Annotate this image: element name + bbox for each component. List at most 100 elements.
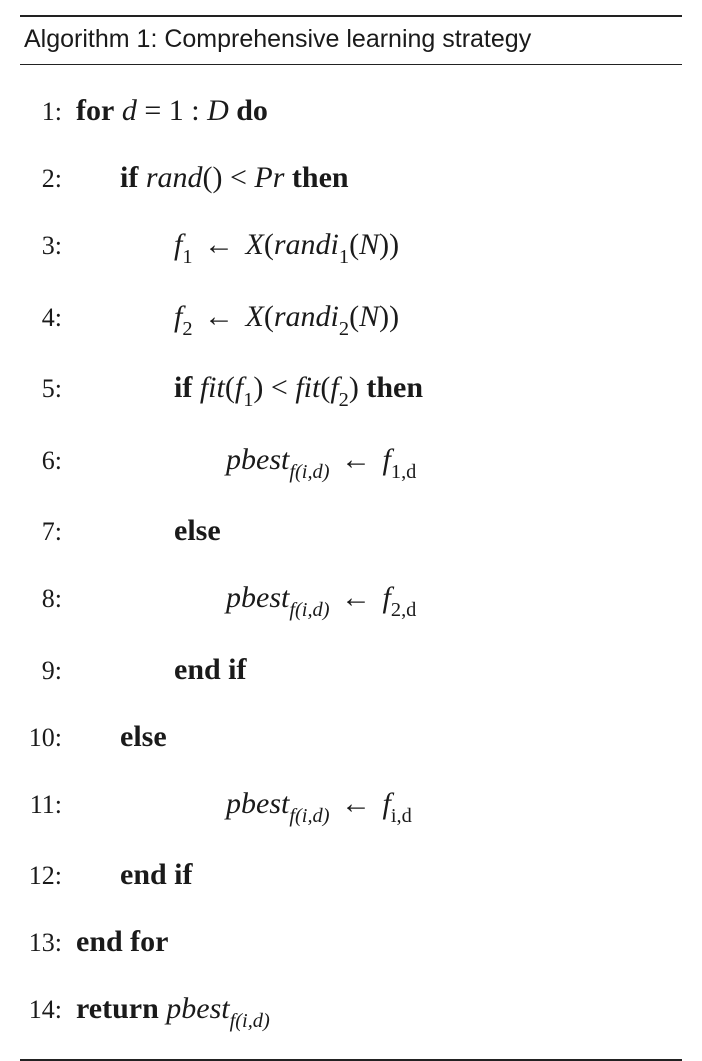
line-number: 3: <box>20 229 76 263</box>
assign-arrow: ← <box>193 228 246 261</box>
text: ( <box>320 371 330 404</box>
assign-arrow: ← <box>330 443 383 476</box>
algorithm-block: Algorithm 1: Comprehensive learning stra… <box>20 15 682 1061</box>
subscript: 2,d <box>391 599 417 621</box>
text: ( <box>264 228 274 261</box>
fn-rand: rand <box>146 161 203 194</box>
kw-then: then <box>366 371 423 404</box>
var-D: D <box>207 94 229 127</box>
subscript: 1 <box>243 389 253 411</box>
line-content: else <box>76 511 682 550</box>
text: )) <box>379 300 399 333</box>
var-X: X <box>246 300 264 333</box>
var-pbest: pbest <box>226 787 289 820</box>
line-content: end for <box>76 922 682 961</box>
assign-arrow: ← <box>193 300 246 333</box>
algo-line: 8: pbestf(i,d) ← f2,d <box>20 564 682 636</box>
line-number: 10: <box>20 721 76 755</box>
line-content: f2 ← X(randi2(N)) <box>76 297 682 341</box>
kw-return: return <box>76 992 159 1025</box>
assign-arrow: ← <box>330 581 383 614</box>
line-number: 11: <box>20 788 76 822</box>
subscript: f(i,d) <box>289 461 329 483</box>
var-f: f <box>383 581 391 614</box>
line-content: end if <box>76 650 682 689</box>
subscript: 2 <box>182 318 192 340</box>
var-f: f <box>383 787 391 820</box>
subscript: 2 <box>339 318 349 340</box>
var-N: N <box>359 300 379 333</box>
line-number: 2: <box>20 162 76 196</box>
line-number: 1: <box>20 95 76 129</box>
text: ) <box>253 371 263 404</box>
subscript: 2 <box>339 389 349 411</box>
kw-do: do <box>236 94 268 127</box>
text: ( <box>264 300 274 333</box>
algo-line: 4: f2 ← X(randi2(N)) <box>20 283 682 355</box>
var-d: d <box>122 94 137 127</box>
line-content: pbestf(i,d) ← fi,d <box>76 784 682 828</box>
line-number: 4: <box>20 301 76 335</box>
line-content: end if <box>76 855 682 894</box>
algo-line: 10: else <box>20 703 682 770</box>
kw-else: else <box>174 514 221 547</box>
var-pbest: pbest <box>226 443 289 476</box>
algorithm-body: 1: for d = 1 : D do 2: if rand() < Pr th… <box>20 65 682 1061</box>
line-content: pbestf(i,d) ← f2,d <box>76 578 682 622</box>
line-content: if fit(f1) < fit(f2) then <box>76 368 682 412</box>
text: = 1 : <box>137 94 207 127</box>
algo-line: 13: end for <box>20 908 682 975</box>
algo-line: 7: else <box>20 497 682 564</box>
kw-endfor: end for <box>76 925 169 958</box>
kw-endif: end if <box>174 653 247 686</box>
line-number: 5: <box>20 372 76 406</box>
line-content: if rand() < Pr then <box>76 158 682 197</box>
var-f: f <box>235 371 243 404</box>
line-content: for d = 1 : D do <box>76 91 682 130</box>
text: ( <box>225 371 235 404</box>
algorithm-title: Algorithm 1: Comprehensive learning stra… <box>20 15 682 65</box>
algo-line: 2: if rand() < Pr then <box>20 144 682 211</box>
line-number: 13: <box>20 926 76 960</box>
text: ) <box>349 371 359 404</box>
subscript: 1,d <box>391 461 417 483</box>
line-content: pbestf(i,d) ← f1,d <box>76 440 682 484</box>
fn-fit: fit <box>295 371 320 404</box>
kw-else: else <box>120 720 167 753</box>
line-number: 8: <box>20 582 76 616</box>
var-f: f <box>330 371 338 404</box>
fn-randi: randi <box>274 300 339 333</box>
algo-line: 14: return pbestf(i,d) <box>20 975 682 1047</box>
algo-line: 1: for d = 1 : D do <box>20 77 682 144</box>
text: )) <box>379 228 399 261</box>
kw-endif: end if <box>120 858 193 891</box>
algo-line: 9: end if <box>20 636 682 703</box>
line-number: 14: <box>20 993 76 1027</box>
var-Pr: Pr <box>254 161 284 194</box>
line-content: f1 ← X(randi1(N)) <box>76 225 682 269</box>
var-pbest: pbest <box>226 581 289 614</box>
fn-randi: randi <box>274 228 339 261</box>
algo-line: 3: f1 ← X(randi1(N)) <box>20 211 682 283</box>
fn-fit: fit <box>200 371 225 404</box>
kw-for: for <box>76 94 114 127</box>
var-N: N <box>359 228 379 261</box>
text: ( <box>349 300 359 333</box>
line-number: 7: <box>20 515 76 549</box>
line-content: else <box>76 717 682 756</box>
op-lt: < <box>263 371 295 404</box>
line-number: 12: <box>20 859 76 893</box>
line-number: 9: <box>20 654 76 688</box>
var-pbest: pbest <box>166 992 229 1025</box>
subscript: 1 <box>182 246 192 268</box>
kw-then: then <box>292 161 349 194</box>
algo-line: 11: pbestf(i,d) ← fi,d <box>20 770 682 842</box>
subscript: i,d <box>391 805 412 827</box>
subscript: f(i,d) <box>289 805 329 827</box>
op-lt: < <box>223 161 255 194</box>
var-f: f <box>383 443 391 476</box>
line-content: return pbestf(i,d) <box>76 989 682 1033</box>
subscript: f(i,d) <box>230 1010 270 1032</box>
text: () <box>203 161 223 194</box>
kw-if: if <box>174 371 192 404</box>
